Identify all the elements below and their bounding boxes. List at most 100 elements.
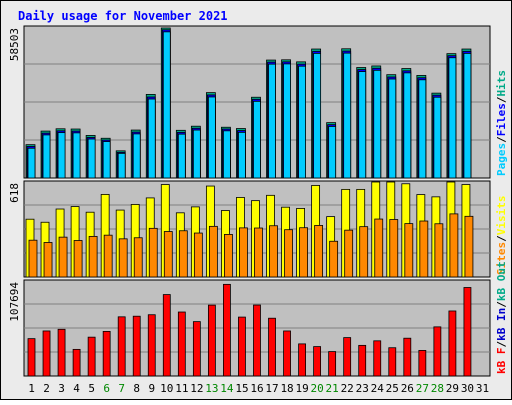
- bar-pages: [298, 65, 306, 179]
- bar-pages: [87, 138, 96, 179]
- legend-label: Pages: [495, 143, 508, 176]
- bar-kb-f: [343, 337, 352, 377]
- bar-kb-f: [313, 346, 322, 377]
- x-tick-label: 3: [58, 382, 65, 395]
- x-tick-label: 27: [416, 382, 429, 395]
- bar-kb-f: [283, 330, 291, 377]
- bar-kb-f: [253, 304, 261, 377]
- x-tick-label: 24: [371, 382, 385, 395]
- bar-sites: [193, 232, 203, 278]
- bar-kb-f: [162, 294, 171, 377]
- panel-middle: 618 Sites/Visits: [8, 180, 508, 278]
- chart-panels: 58503Pages/Files/Hits618Sites/Visits1076…: [8, 25, 508, 377]
- x-tick-label: 20: [311, 382, 324, 395]
- x-tick-label: 4: [73, 382, 80, 395]
- x-tick-label: 11: [175, 382, 188, 395]
- bar-kb-f: [238, 316, 246, 377]
- bar-kb-f: [57, 328, 66, 377]
- right-legend: kB F/kB In/kB Out: [495, 261, 508, 374]
- x-tick-label: 31: [476, 382, 489, 395]
- bar-kb-f: [192, 321, 201, 377]
- bar-kb-f: [147, 314, 156, 377]
- bar-sites: [374, 218, 384, 278]
- bar-sites: [208, 225, 218, 278]
- bar-sites: [43, 242, 53, 278]
- legend-label: kB In: [495, 308, 508, 341]
- bar-kb-f: [298, 343, 306, 377]
- bar-sites: [28, 239, 38, 278]
- x-tick-label: 23: [356, 382, 369, 395]
- bar-sites: [73, 240, 83, 278]
- bar-pages: [223, 130, 231, 179]
- bar-sites: [163, 231, 173, 278]
- legend-separator: /: [495, 235, 508, 242]
- bar-pages: [72, 132, 81, 179]
- x-tick-label: 18: [280, 382, 293, 395]
- bar-sites: [88, 235, 98, 278]
- chart-title: Daily usage for November 2021: [18, 9, 228, 23]
- bar-sites: [359, 226, 369, 278]
- bar-pages: [162, 31, 171, 179]
- bar-pages: [313, 52, 322, 179]
- bar-pages: [207, 96, 216, 179]
- bar-kb-f: [117, 316, 126, 377]
- x-tick-label: 21: [326, 382, 339, 395]
- bar-kb-f: [388, 347, 397, 377]
- y-tick-label: 107694: [8, 282, 21, 322]
- bar-kb-f: [102, 330, 111, 377]
- x-tick-label: 19: [295, 382, 308, 395]
- bar-pages: [57, 132, 66, 179]
- bar-kb-f: [433, 326, 442, 377]
- bar-pages: [147, 98, 156, 179]
- bar-kb-f: [268, 317, 276, 377]
- bar-sites: [118, 238, 128, 278]
- legend-separator: /: [495, 341, 508, 348]
- bar-sites: [344, 229, 354, 278]
- legend-label: Hits: [495, 70, 508, 97]
- bar-kb-f: [223, 283, 231, 377]
- bar-kb-f: [177, 311, 186, 377]
- bar-sites: [103, 234, 113, 278]
- x-tick-label: 8: [133, 382, 140, 395]
- bar-sites: [58, 236, 68, 278]
- x-tick-label: 30: [461, 382, 474, 395]
- bar-sites: [178, 230, 188, 278]
- bar-sites: [329, 240, 339, 278]
- bar-kb-f: [358, 344, 367, 377]
- x-tick-label: 13: [205, 382, 218, 395]
- x-tick-label: 9: [148, 382, 155, 395]
- bar-pages: [358, 71, 367, 179]
- bar-pages: [192, 129, 201, 179]
- x-tick-label: 16: [250, 382, 263, 395]
- bar-pages: [102, 141, 111, 179]
- x-tick-label: 28: [431, 382, 444, 395]
- x-tick-label: 26: [401, 382, 414, 395]
- bar-kb-f: [132, 315, 141, 377]
- bar-sites: [284, 229, 293, 278]
- bar-pages: [448, 57, 457, 179]
- x-tick-label: 14: [220, 382, 234, 395]
- x-tick-label: 10: [160, 382, 173, 395]
- bar-pages: [433, 96, 442, 179]
- y-tick-label: 58503: [8, 28, 21, 61]
- legend-separator: /: [495, 136, 508, 143]
- bar-sites: [269, 225, 278, 278]
- bar-sites: [314, 225, 324, 278]
- bar-kb-f: [207, 304, 216, 377]
- bar-sites: [224, 234, 233, 278]
- bar-sites: [299, 227, 308, 278]
- x-tick-label: 15: [235, 382, 248, 395]
- bar-sites: [449, 213, 459, 278]
- bar-pages: [418, 79, 427, 179]
- x-tick-label: 5: [88, 382, 95, 395]
- bar-kb-f: [418, 350, 427, 377]
- legend-label: Sites: [495, 242, 508, 275]
- x-tick-label: 22: [341, 382, 354, 395]
- bar-kb-f: [27, 338, 36, 377]
- legend-label: Visits: [495, 196, 508, 236]
- bar-pages: [117, 152, 126, 179]
- bar-sites: [133, 237, 143, 278]
- bar-sites: [419, 220, 429, 278]
